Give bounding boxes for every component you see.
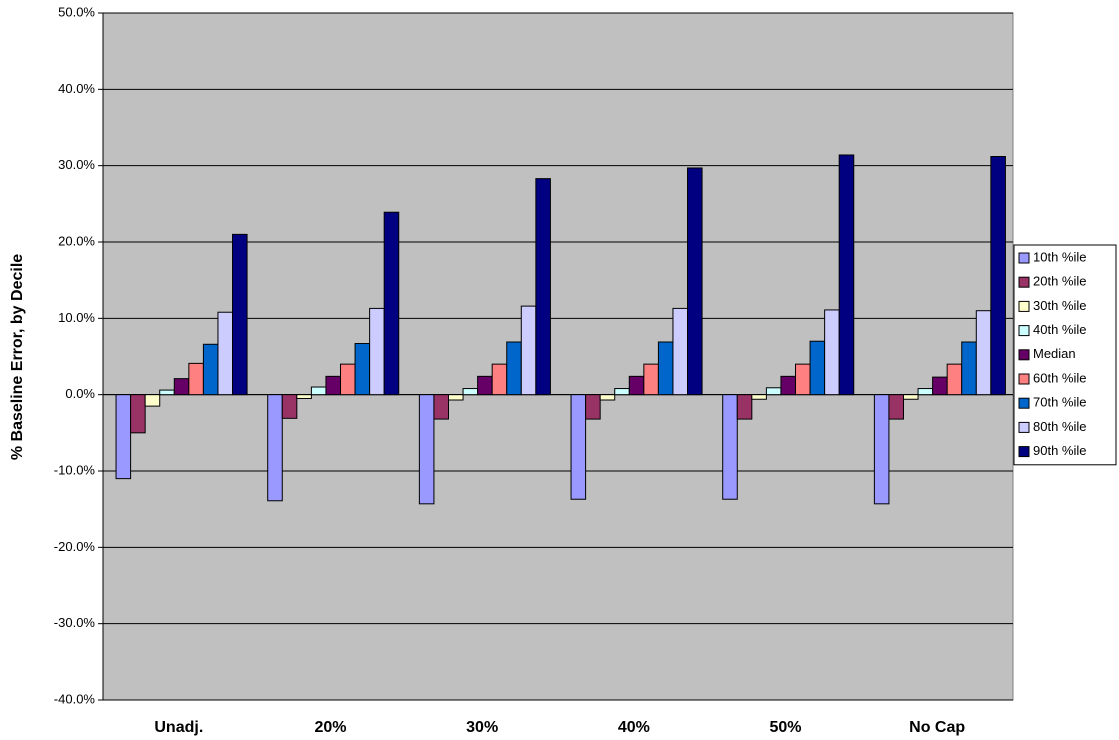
- legend-label: 70th %ile: [1033, 395, 1086, 410]
- bar: [722, 394, 738, 500]
- x-tick-label: 50%: [769, 719, 801, 736]
- bar: [325, 375, 342, 396]
- legend-label: 60th %ile: [1033, 370, 1086, 385]
- bar: [643, 363, 659, 396]
- bar: [599, 394, 616, 401]
- bar: [188, 362, 204, 396]
- bar: [873, 394, 890, 505]
- bar: [628, 375, 645, 396]
- legend-swatch: [1018, 397, 1030, 409]
- legend-swatch: [1018, 276, 1030, 288]
- bar: [296, 394, 312, 399]
- bar: [736, 394, 753, 420]
- legend-swatch: [1018, 373, 1030, 385]
- y-tick-label: -20.0%: [54, 539, 96, 554]
- y-tick-label: 10.0%: [58, 310, 95, 325]
- bar: [506, 341, 522, 396]
- y-tick-label: 20.0%: [58, 233, 95, 248]
- bar: [765, 387, 782, 396]
- legend-label: 30th %ile: [1033, 298, 1086, 313]
- bar: [751, 394, 767, 400]
- y-tick-label: -30.0%: [54, 615, 96, 630]
- bar: [310, 386, 327, 396]
- bar: [902, 394, 919, 400]
- legend-label: 90th %ile: [1033, 443, 1086, 458]
- legend-swatch: [1018, 349, 1030, 361]
- bar: [917, 388, 934, 396]
- bar: [795, 363, 811, 396]
- bar: [115, 394, 132, 480]
- bar: [418, 394, 435, 505]
- bar: [614, 388, 630, 396]
- bar: [232, 233, 248, 396]
- legend-swatch: [1018, 252, 1030, 264]
- bar: [838, 154, 855, 396]
- bar: [824, 309, 840, 396]
- x-tick-label: 20%: [314, 719, 346, 736]
- y-tick-label: 50.0%: [58, 4, 95, 19]
- bar: [281, 394, 298, 419]
- y-tick-label: 30.0%: [58, 157, 95, 172]
- y-tick-label: 40.0%: [58, 81, 95, 96]
- bar: [144, 394, 161, 407]
- bar: [433, 394, 449, 420]
- bar: [173, 378, 190, 396]
- bar: [202, 343, 219, 396]
- bar: [961, 341, 977, 396]
- bar: [672, 307, 689, 396]
- bar: [383, 211, 400, 396]
- bar: [687, 167, 703, 396]
- bar: [932, 376, 948, 396]
- legend-swatch: [1018, 421, 1030, 433]
- legend-label: 80th %ile: [1033, 419, 1086, 434]
- bar: [354, 343, 371, 396]
- bar: [462, 388, 479, 396]
- bar: [888, 394, 904, 420]
- bar: [946, 363, 963, 396]
- x-tick-label: Unadj.: [154, 719, 203, 736]
- legend-swatch: [1018, 325, 1030, 337]
- legend-box: [1013, 244, 1117, 466]
- plot-area: [102, 12, 1014, 701]
- bar: [447, 394, 464, 401]
- bar: [535, 178, 551, 396]
- x-tick-label: 40%: [618, 719, 650, 736]
- x-tick-label: No Cap: [909, 719, 965, 736]
- legend-label: Median: [1033, 346, 1076, 361]
- y-axis-label: % Baseline Error, by Decile: [9, 254, 26, 460]
- bar: [267, 394, 283, 502]
- bar: [369, 307, 385, 396]
- x-tick-label: 30%: [466, 719, 498, 736]
- bar: [585, 394, 601, 420]
- bar: [340, 363, 356, 396]
- y-tick-label: 0.0%: [65, 386, 95, 401]
- bar: [491, 363, 508, 396]
- legend-label: 20th %ile: [1033, 274, 1086, 289]
- bar: [217, 311, 234, 396]
- legend-swatch: [1018, 300, 1030, 312]
- bar: [570, 394, 587, 500]
- bar: [477, 375, 493, 396]
- legend-label: 10th %ile: [1033, 249, 1086, 264]
- legend-swatch: [1018, 446, 1030, 458]
- bar: [809, 340, 826, 396]
- legend-label: 40th %ile: [1033, 322, 1086, 337]
- y-tick-label: -40.0%: [54, 691, 96, 706]
- bar: [657, 341, 674, 396]
- bar: [520, 305, 537, 396]
- bar: [780, 375, 797, 396]
- bar: [130, 394, 146, 434]
- bar: [159, 389, 175, 396]
- y-tick-label: -10.0%: [54, 462, 96, 477]
- bar: [990, 156, 1006, 396]
- bar: [975, 310, 992, 396]
